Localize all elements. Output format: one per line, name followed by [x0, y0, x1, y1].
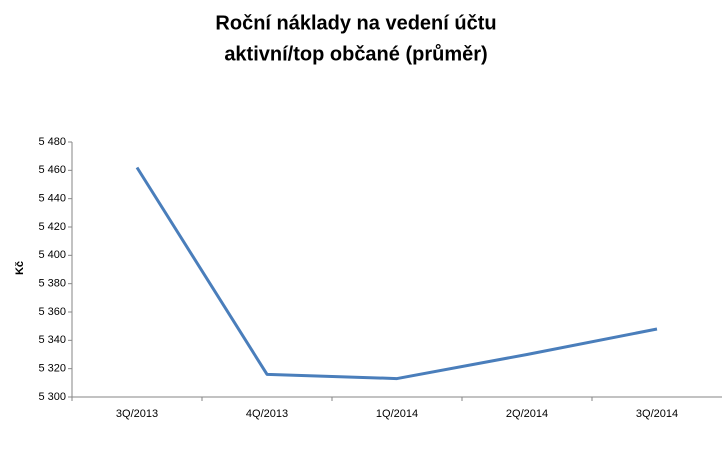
- x-tick-label: 3Q/2013: [116, 408, 158, 420]
- y-tick-label: 5 320: [38, 363, 66, 375]
- x-tick-label: 2Q/2014: [506, 408, 548, 420]
- y-axis-label: Kč: [14, 261, 26, 275]
- y-tick-label: 5 480: [38, 136, 66, 148]
- y-tick-label: 5 360: [38, 306, 66, 318]
- chart-title: aktivní/top občané (průměr): [224, 43, 487, 65]
- y-tick-label: 5 420: [38, 221, 66, 233]
- x-tick-label: 3Q/2014: [636, 408, 678, 420]
- y-tick-label: 5 440: [38, 193, 66, 205]
- x-tick-label: 1Q/2014: [376, 408, 418, 420]
- line-series: [135, 166, 658, 381]
- y-tick-label: 5 300: [38, 391, 66, 403]
- y-tick-label: 5 340: [38, 334, 66, 346]
- y-tick-label: 5 460: [38, 164, 66, 176]
- y-tick-label: 5 380: [38, 278, 66, 290]
- y-tick-label: 5 400: [38, 249, 66, 261]
- x-tick-label: 4Q/2013: [246, 408, 288, 420]
- chart-title: Roční náklady na vedení účtu: [215, 12, 496, 34]
